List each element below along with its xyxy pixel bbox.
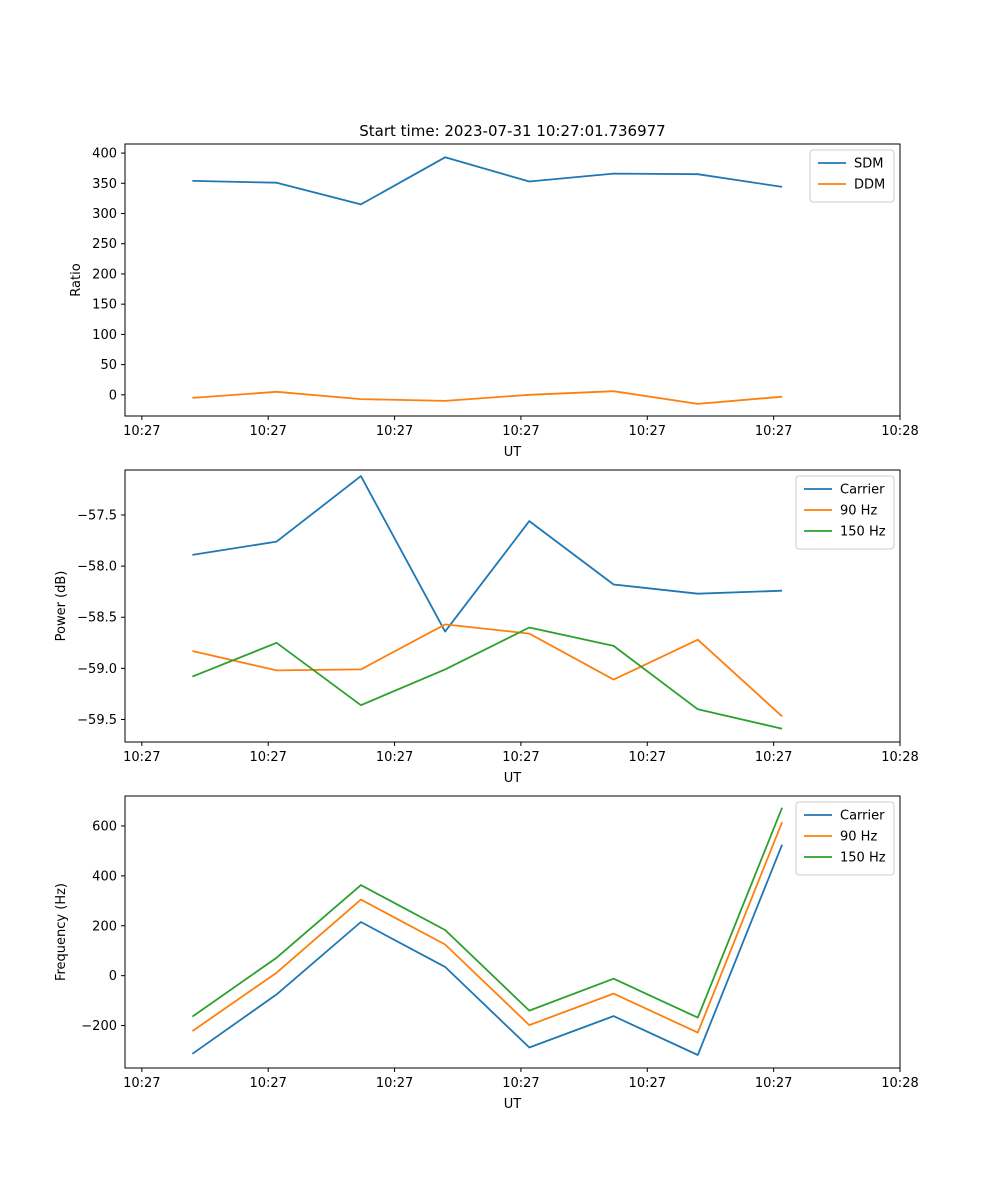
y-axis-label: Ratio [69,263,84,296]
y-tick-label: 350 [92,177,117,192]
series-carrier-line [191,844,783,1056]
x-tick-label: 10:27 [629,424,666,439]
y-tick-label: 250 [92,237,117,252]
series-carrier-line [192,475,783,633]
y-tick-label: 300 [92,207,117,222]
y-tick-label: −59.5 [77,713,117,728]
y-tick-label: 150 [92,298,117,313]
x-tick-label: 10:27 [502,424,539,439]
axes-frame [124,795,901,1069]
series-150-hz-line [191,807,783,1019]
y-tick-label: 400 [92,147,117,162]
x-tick-label: 10:27 [376,1076,413,1091]
x-tick-label: 10:27 [502,1076,539,1091]
legend-label: 90 Hz [840,504,877,519]
legend-label: SDM [854,157,883,172]
x-axis-label: UT [504,1097,522,1112]
x-tick-label: 10:27 [249,750,286,765]
y-tick-label: −58.0 [77,560,117,575]
y-tick-label: −58.5 [77,611,117,626]
y-tick-label: 0 [109,388,117,403]
y-axis-label: Power (dB) [54,571,69,642]
x-tick-label: 10:27 [123,1076,160,1091]
chart-title: Start time: 2023-07-31 10:27:01.736977 [359,122,665,140]
legend-label: 90 Hz [840,830,877,845]
x-tick-label: 10:27 [376,424,413,439]
x-tick-label: 10:27 [249,1076,286,1091]
legend-label: DDM [854,178,885,193]
x-tick-label: 10:28 [881,424,918,439]
series-90-hz-line [192,623,783,718]
x-tick-label: 10:28 [881,1076,918,1091]
legend-label: 150 Hz [840,851,886,866]
y-tick-label: 0 [109,969,117,984]
x-tick-label: 10:27 [629,1076,666,1091]
x-tick-label: 10:27 [755,1076,792,1091]
y-tick-label: −57.5 [77,508,117,523]
x-tick-label: 10:27 [502,750,539,765]
legend-label: 150 Hz [840,525,886,540]
x-tick-label: 10:27 [755,750,792,765]
y-tick-label: −200 [81,1019,117,1034]
y-tick-label: 200 [92,267,117,282]
y-axis-label: Frequency (Hz) [54,883,69,981]
x-tick-label: 10:27 [755,424,792,439]
panel-1: 10:27 10:27 10:27 10:27 10:27 10:27 10:28 0 50 10… [69,143,919,460]
x-tick-label: 10:27 [376,750,413,765]
axes-frame [124,469,901,743]
y-tick-label: 200 [92,919,117,934]
x-tick-label: 10:27 [123,424,160,439]
panel-2: 10:27 10:27 10:27 10:27 10:27 10:27 10:28 −59.5… [54,469,919,786]
x-axis-label: UT [504,445,522,460]
x-tick-label: 10:28 [881,750,918,765]
x-tick-label: 10:27 [249,424,286,439]
y-tick-label: −59.0 [77,662,117,677]
x-tick-label: 10:27 [123,750,160,765]
series-90-hz-line [191,821,783,1034]
axes-frame [124,143,901,417]
x-tick-label: 10:27 [629,750,666,765]
legend-label: Carrier [840,483,885,498]
x-axis-label: UT [504,771,522,786]
series-150-hz-line [192,626,783,730]
series-ddm-line [192,390,783,405]
y-tick-label: 400 [92,869,117,884]
y-tick-label: 600 [92,819,117,834]
y-tick-label: 100 [92,328,117,343]
legend-label: Carrier [840,809,885,824]
panel-3: 10:27 10:27 10:27 10:27 10:27 10:27 10:28 −200 0… [54,795,919,1112]
series-sdm-line [192,156,783,206]
y-tick-label: 50 [100,358,117,373]
